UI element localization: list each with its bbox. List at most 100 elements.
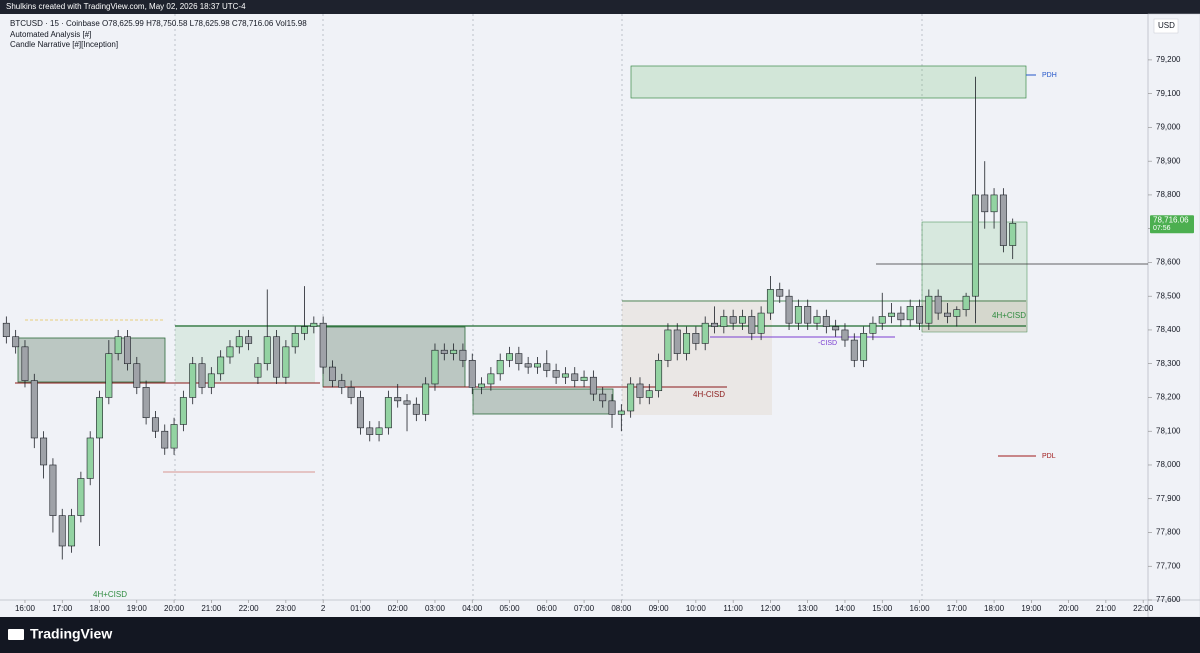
x-tick-label: 21:00 [201, 604, 222, 613]
x-tick-label: 14:00 [835, 604, 856, 613]
candle-body [608, 400, 616, 415]
candle-body [254, 363, 262, 378]
candle-body [263, 336, 271, 365]
candle-body [496, 360, 504, 375]
candle-body [561, 373, 569, 378]
candle-body [925, 295, 933, 324]
candle-body [459, 349, 467, 361]
candle-body [934, 295, 942, 314]
candle-body [683, 333, 691, 354]
annotation: PDL [1042, 453, 1056, 460]
candle-body [273, 336, 281, 378]
x-tick-label: 11:00 [723, 604, 743, 613]
candle-body [40, 437, 48, 466]
candle-body [543, 363, 551, 371]
y-tick-label: 79,200 [1156, 55, 1181, 64]
last-price-label: 78,716.06 [1153, 215, 1189, 224]
x-tick-label: 02:00 [388, 604, 409, 613]
x-tick-label: 16:00 [15, 604, 36, 613]
candle-body [822, 316, 830, 327]
y-tick-label: 78,000 [1156, 460, 1181, 469]
candle-body [96, 397, 103, 439]
x-tick-label: 05:00 [500, 604, 521, 613]
brand-logo [8, 629, 24, 640]
candle-body [384, 397, 392, 429]
candle-body [739, 316, 746, 324]
candle-body [916, 306, 923, 324]
x-tick-label: 21:00 [1096, 604, 1117, 613]
x-tick-label: 17:00 [947, 604, 968, 613]
candle-body [217, 356, 225, 375]
candle-body [571, 373, 579, 381]
y-tick-label: 77,600 [1156, 595, 1181, 604]
x-tick-label: 22:00 [239, 604, 260, 613]
x-tick-label: 20:00 [1059, 604, 1080, 613]
candle-body [655, 360, 663, 392]
candle-body [944, 312, 951, 317]
x-tick-label: 23:00 [276, 604, 297, 613]
candle-body [589, 376, 597, 395]
header-credit: Shulkins created with TradingView.com, M… [6, 2, 246, 11]
candle-body [953, 309, 961, 317]
candle-body [282, 346, 290, 378]
candle-body [766, 289, 774, 314]
candle-body [617, 410, 625, 415]
countdown-label: 07:56 [1153, 225, 1171, 232]
last-price-tag [1150, 215, 1194, 234]
candle-body [794, 306, 802, 324]
y-tick-label: 79,100 [1156, 89, 1181, 98]
candle-body [636, 383, 644, 398]
candle-body [189, 363, 197, 398]
x-tick-label: 20:00 [164, 604, 185, 613]
candle-body [394, 397, 402, 402]
candle-body [804, 306, 812, 324]
candle-body [869, 322, 877, 334]
x-tick-label: 03:00 [425, 604, 446, 613]
zone-box [322, 326, 466, 388]
candle-body [12, 336, 20, 348]
candle-body [673, 329, 681, 354]
y-tick-label: 79,000 [1156, 123, 1181, 132]
candle-body [711, 322, 718, 327]
candle-body [310, 322, 318, 327]
candle-body [86, 437, 94, 479]
currency-box[interactable] [1153, 18, 1179, 34]
y-tick-label: 77,900 [1156, 494, 1181, 503]
candle-body [1009, 222, 1017, 246]
candle-body [627, 383, 635, 412]
legend-line: Automated Analysis [#] [10, 30, 91, 39]
candle-body [645, 390, 653, 398]
candle-body [179, 397, 187, 425]
candle-body [142, 387, 150, 419]
candle-body [440, 349, 448, 354]
candle-body [226, 346, 234, 358]
candle-body [347, 387, 355, 398]
x-tick-label: 10:00 [686, 604, 707, 613]
x-tick-label: 19:00 [127, 604, 148, 613]
annotation: -CISD [818, 340, 837, 347]
candle-body [356, 397, 364, 429]
y-tick-label: 78,800 [1156, 190, 1181, 199]
candle-body [2, 322, 10, 338]
currency-label: USD [1158, 21, 1175, 30]
candle-body [785, 295, 793, 324]
candle-body [21, 346, 29, 381]
y-tick-label: 78,300 [1156, 359, 1181, 368]
candle-body [319, 322, 327, 368]
candle-body [58, 515, 66, 547]
candle-body [599, 393, 607, 402]
candle-body [114, 336, 122, 354]
y-tick-label: 78,500 [1156, 291, 1181, 300]
candle-body [431, 349, 439, 385]
candle-body [478, 383, 486, 388]
candle-body [207, 373, 215, 388]
price-axis [1147, 13, 1200, 618]
zone-box [175, 325, 315, 383]
candle-body [906, 306, 914, 321]
candle-body [329, 366, 336, 381]
candle-body [692, 333, 700, 344]
candle-body [897, 312, 905, 321]
candle-body [403, 400, 411, 405]
candle-body [999, 194, 1007, 246]
